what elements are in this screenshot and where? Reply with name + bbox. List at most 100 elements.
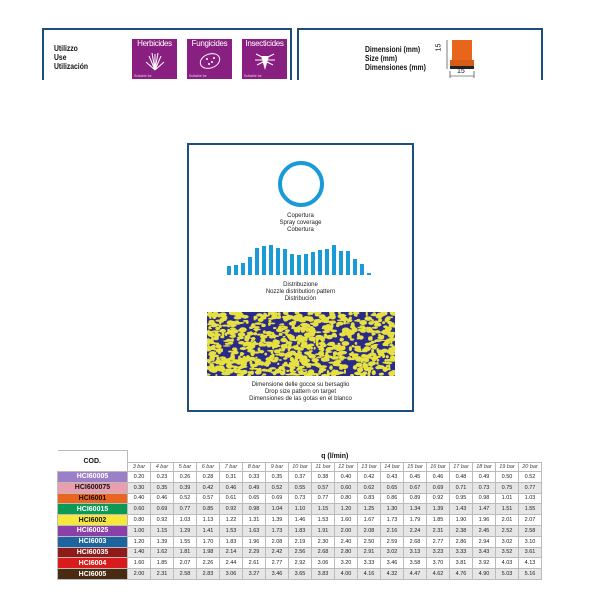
drop-mark [268, 319, 272, 323]
flow-value: 1.90 [449, 514, 473, 526]
drop-mark [307, 371, 313, 374]
drop-mark [316, 356, 322, 359]
flow-value: 4.16 [357, 568, 381, 580]
flow-value: 3.46 [380, 557, 404, 570]
drop-mark [285, 341, 293, 345]
drop-mark [210, 338, 214, 344]
drop-mark [231, 324, 237, 327]
drop-mark [214, 365, 222, 371]
flow-value: 2.59 [380, 535, 404, 548]
drop-mark [215, 344, 222, 349]
flow-value: 3.58 [403, 557, 427, 570]
flow-value: 1.29 [173, 524, 197, 537]
flow-value: 1.39 [426, 503, 450, 516]
flow-value: 1.15 [150, 524, 174, 537]
drop-mark [382, 342, 388, 347]
flow-value: 2.00 [334, 524, 358, 537]
drop-mark [294, 354, 299, 357]
flow-value: 2.68 [311, 546, 335, 559]
drop-mark [291, 325, 295, 329]
drops-es: Dimensiones de las gotas en el blanco [249, 396, 352, 402]
drop-mark [225, 368, 230, 373]
flow-value: 0.43 [380, 471, 404, 483]
flow-value: 1.83 [219, 535, 243, 548]
drop-mark [319, 365, 328, 368]
flow-value: 1.43 [449, 503, 473, 516]
fungicides-badge: Fungicides Suitable for [187, 39, 232, 79]
drop-mark [224, 332, 228, 337]
flow-value: 1.04 [265, 503, 289, 516]
drop-mark [279, 370, 286, 376]
drop-mark [367, 369, 372, 373]
drop-mark [271, 314, 278, 320]
q-header: q (l/min) [321, 452, 349, 460]
drop-mark [373, 343, 379, 346]
flow-value: 0.80 [334, 492, 358, 505]
drop-mark [331, 370, 335, 375]
flow-value: 3.06 [219, 568, 243, 580]
drop-mark [211, 336, 214, 340]
drop-mark [211, 330, 220, 333]
drop-mark [386, 334, 390, 336]
flow-value: 0.92 [150, 514, 174, 526]
flow-value: 0.20 [127, 471, 151, 483]
drop-mark [258, 341, 263, 347]
drop-mark [337, 342, 341, 345]
flow-value: 2.07 [518, 514, 542, 526]
flow-value: 0.48 [449, 471, 473, 483]
nozzle-code: HCI60025 [57, 524, 128, 537]
flow-value: 1.53 [219, 524, 243, 537]
flow-value: 2.56 [288, 546, 312, 559]
flow-value: 2.83 [196, 568, 220, 580]
drop-mark [227, 328, 231, 332]
distribution-bar [290, 254, 294, 275]
drop-mark [207, 329, 211, 335]
flow-value: 0.95 [449, 492, 473, 505]
flow-value: 0.85 [196, 503, 220, 516]
drop-mark [282, 357, 288, 360]
drop-mark [389, 348, 395, 354]
drop-mark [387, 368, 391, 371]
flow-value: 1.67 [357, 514, 381, 526]
drop-mark [355, 313, 358, 317]
drop-mark [283, 361, 288, 366]
drop-mark [215, 313, 221, 317]
drop-mark [329, 342, 333, 346]
drop-mark [302, 359, 307, 366]
distribution-bar [304, 254, 308, 275]
flow-value: 0.49 [472, 471, 496, 483]
flow-value: 2.31 [426, 524, 450, 537]
drop-mark [256, 333, 261, 336]
drop-mark [313, 346, 316, 350]
drop-pattern-image [207, 312, 395, 376]
drop-mark [244, 341, 253, 345]
drop-mark [365, 312, 368, 317]
drop-mark [297, 340, 301, 345]
drop-mark [318, 341, 326, 346]
flow-value: 2.29 [242, 546, 266, 559]
distribution-bar [325, 249, 329, 275]
drop-mark [231, 338, 234, 343]
flow-value: 2.77 [265, 557, 289, 570]
drop-mark [368, 361, 377, 366]
drop-mark [264, 352, 268, 356]
drop-mark [350, 325, 353, 329]
drop-mark [300, 329, 306, 333]
flow-value: 1.96 [472, 514, 496, 526]
flow-value: 0.73 [472, 481, 496, 494]
drop-mark [280, 327, 286, 331]
table-row: HCI600075 0.30 0.35 0.39 0.42 0.46 0.49 0.52 0.5… [57, 481, 542, 494]
drop-mark [239, 369, 248, 375]
drop-mark [297, 350, 301, 354]
drop-mark [301, 326, 305, 329]
flow-value: 3.81 [449, 557, 473, 570]
flow-value: 3.61 [518, 546, 542, 559]
drop-mark [287, 344, 291, 348]
flow-value: 0.26 [173, 471, 197, 483]
pressure-header: 18 bar [472, 462, 496, 472]
drop-mark [360, 360, 363, 364]
flow-value: 0.73 [288, 492, 312, 505]
drop-mark [383, 367, 387, 373]
flow-value: 1.60 [334, 514, 358, 526]
drop-mark [380, 372, 384, 376]
